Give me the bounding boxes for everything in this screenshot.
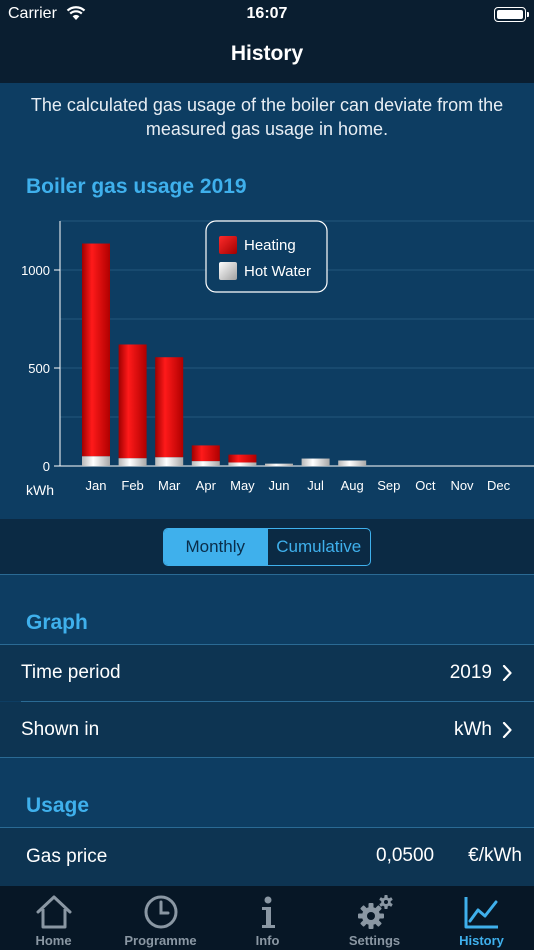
chevron-right-icon — [502, 665, 512, 681]
legend-label-hot-water: Hot Water — [244, 263, 311, 280]
bar-hot-water-jun — [265, 463, 293, 466]
tab-settings[interactable]: Settings — [321, 886, 428, 950]
x-tick-label: Dec — [487, 478, 511, 493]
chevron-right-icon — [502, 722, 512, 738]
y-tick-label: 0 — [43, 459, 50, 474]
view-mode-area: Monthly Cumulative — [0, 519, 534, 575]
usage-section-header: Usage — [26, 794, 90, 817]
time-period-row[interactable]: Time period 2019 — [0, 645, 534, 701]
segment-bottom-divider — [0, 574, 534, 575]
bar-heating-may — [228, 454, 257, 463]
bar-hot-water-mar — [155, 457, 184, 466]
tab-home-label: Home — [35, 933, 72, 948]
tab-programme-label: Programme — [124, 933, 197, 948]
bar-hot-water-feb — [118, 458, 147, 466]
gas-price-row[interactable]: Gas price 0,0500 €/kWh — [0, 828, 534, 886]
navigation-bar: History — [0, 30, 534, 83]
home-icon — [36, 895, 72, 929]
tab-info-label: Info — [255, 933, 280, 948]
graph-header-divider — [0, 644, 534, 645]
usage-header-divider — [0, 827, 534, 828]
shown-in-label: Shown in — [21, 719, 100, 740]
legend-swatch-hot-water — [219, 262, 237, 280]
tab-history-label: History — [459, 933, 504, 948]
bar-hot-water-may — [228, 462, 257, 466]
clock-time: 16:07 — [246, 5, 288, 22]
x-tick-label: Aug — [341, 478, 364, 493]
row-divider — [21, 701, 534, 702]
bar-heating-apr — [191, 445, 220, 462]
segment-divider — [266, 529, 268, 565]
shown-in-value: kWh — [454, 719, 492, 740]
gas-usage-notice: The calculated gas usage of the boiler c… — [30, 95, 504, 139]
cumulative-segment[interactable]: Cumulative — [276, 537, 362, 556]
x-tick-label: Nov — [450, 478, 474, 493]
bar-hot-water-jul — [301, 458, 330, 466]
graph-section-header: Graph — [26, 611, 88, 634]
view-mode-segmented-control[interactable]: Monthly Cumulative — [163, 528, 371, 566]
tab-settings-label: Settings — [348, 933, 401, 948]
bar-heating-jan — [82, 243, 110, 457]
x-tick-label: Jan — [86, 478, 107, 493]
y-axis-unit-label: kWh — [26, 482, 54, 498]
tab-programme[interactable]: Programme — [107, 886, 214, 950]
x-tick-label: Oct — [415, 478, 436, 493]
bar-hot-water-apr — [191, 461, 220, 466]
bar-heating-feb — [118, 344, 147, 459]
tab-bar: Home Programme Info — [0, 886, 534, 950]
legend-swatch-heating — [219, 236, 237, 254]
time-period-label: Time period — [21, 662, 121, 683]
gear-icon — [358, 895, 393, 929]
tab-history[interactable]: History — [428, 886, 534, 950]
chart-icon — [464, 897, 498, 929]
chart-legend: Heating Hot Water — [205, 220, 328, 293]
bar-hot-water-aug — [338, 460, 367, 466]
x-tick-label: Apr — [196, 478, 217, 493]
wifi-icon — [66, 6, 86, 20]
info-icon — [262, 896, 275, 928]
history-content: The calculated gas usage of the boiler c… — [0, 83, 534, 886]
x-tick-label: Mar — [158, 478, 181, 493]
battery-icon — [494, 7, 529, 22]
x-tick-label: Sep — [377, 478, 400, 493]
graph-section-bottom-divider — [0, 757, 534, 758]
y-tick-label: 500 — [28, 361, 50, 376]
bar-hot-water-jan — [82, 456, 110, 466]
carrier-label: Carrier — [8, 5, 57, 22]
status-bar: Carrier 16:07 — [0, 0, 534, 30]
x-tick-label: May — [230, 478, 255, 493]
gas-price-value[interactable]: 0,0500 — [376, 845, 435, 866]
monthly-segment[interactable]: Monthly — [164, 529, 267, 565]
tab-info[interactable]: Info — [214, 886, 321, 950]
x-tick-label: Feb — [121, 478, 143, 493]
clock-icon — [144, 895, 178, 929]
shown-in-row[interactable]: Shown in kWh — [0, 702, 534, 758]
bar-heating-mar — [155, 357, 184, 458]
page-title: History — [230, 42, 304, 65]
x-tick-label: Jul — [307, 478, 324, 493]
gas-price-unit: €/kWh — [468, 845, 522, 866]
y-tick-label: 1000 — [21, 263, 50, 278]
gas-price-label: Gas price — [26, 846, 108, 867]
tab-home[interactable]: Home — [0, 886, 107, 950]
x-tick-label: Jun — [269, 478, 290, 493]
legend-label-heating: Heating — [244, 237, 296, 254]
gas-usage-chart: 0 500 1000 Jan Feb Mar Apr May Jun Jul Aug Sep Oct N… — [21, 220, 534, 498]
time-period-value: 2019 — [449, 662, 492, 683]
chart-title: Boiler gas usage 2019 — [26, 175, 247, 198]
